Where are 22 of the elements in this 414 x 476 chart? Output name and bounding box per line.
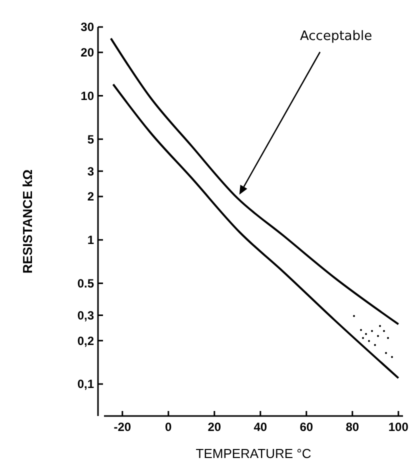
x-tick-label: 60 — [300, 420, 314, 434]
y-tick-label: 10 — [80, 88, 94, 103]
y-tick-label: 1 — [87, 233, 94, 248]
x-tick-label: 40 — [254, 420, 268, 434]
x-axis-title: TEMPERATURE °C — [196, 446, 312, 461]
line-series — [112, 83, 400, 380]
x-tick-label: -20 — [114, 420, 132, 434]
y-axis-title: RESISTANCE kΩ — [20, 169, 35, 274]
y-tick-label: 30 — [80, 20, 94, 34]
x-tick-label: 80 — [346, 420, 360, 434]
y-tick-label: 0,1 — [77, 377, 94, 392]
y-tick-label: 20 — [80, 46, 94, 60]
x-tick-label: 0 — [165, 420, 172, 434]
x-tick-label: 100 — [388, 420, 409, 434]
annotation: Acceptable — [300, 29, 372, 44]
y-tick-label: 0,2 — [77, 334, 94, 348]
y-tick-label: 0,3 — [77, 308, 94, 322]
y-tick-label: 0.5 — [77, 276, 94, 290]
y-tick-label: 2 — [87, 190, 94, 204]
y-tick-label: 5 — [87, 132, 94, 146]
y-tick-label: 3 — [87, 164, 94, 178]
x-tick-label: 20 — [208, 420, 222, 434]
